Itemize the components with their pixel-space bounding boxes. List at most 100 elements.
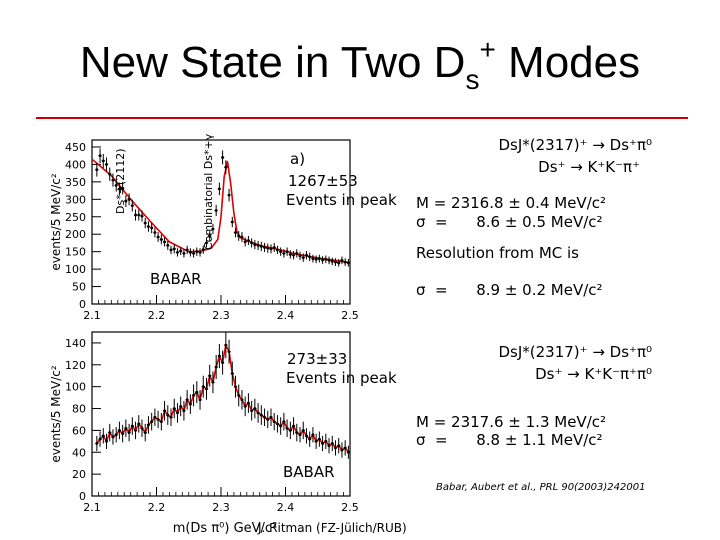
y-tick-label: 100: [65, 381, 86, 394]
data-marker: [234, 385, 237, 389]
data-point: [256, 240, 260, 250]
slide-title: New State in Two Ds+ Modes: [0, 34, 720, 95]
data-point: [175, 248, 180, 257]
data-point: [337, 258, 341, 267]
data-marker: [243, 240, 247, 244]
data-point: [166, 405, 170, 425]
data-point: [320, 256, 325, 264]
data-marker: [182, 252, 186, 255]
data-marker: [166, 413, 170, 417]
data-point: [201, 375, 205, 398]
data-point: [124, 419, 128, 437]
data-marker: [137, 422, 141, 426]
data-marker: [250, 241, 254, 245]
data-point: [343, 440, 347, 456]
plot-top: 2.1 2.2 2.3 2.4 2.5 0 50 100 150 200 250 300 350 400 4…: [49, 139, 359, 322]
x-tick-label: 2.2: [148, 501, 166, 514]
data-point: [233, 375, 238, 398]
data-marker: [282, 252, 286, 255]
data-point: [150, 222, 154, 234]
data-marker: [118, 429, 121, 432]
data-point: [117, 421, 122, 440]
data-marker: [195, 390, 199, 394]
data-marker: [201, 248, 205, 251]
data-point: [243, 396, 247, 417]
data-marker: [108, 431, 112, 434]
data-marker: [279, 424, 283, 428]
y-tick-label: 0: [79, 298, 86, 311]
panel-bottom-yield: 273±33: [287, 350, 348, 368]
y-axis-label: events/5 MeV/c²: [49, 365, 63, 463]
data-marker: [159, 238, 163, 241]
data-marker: [195, 250, 199, 254]
data-marker: [324, 439, 328, 443]
data-point: [208, 364, 212, 387]
y-tick-label: 100: [65, 263, 86, 276]
y-tick-label: 400: [65, 158, 86, 171]
data-marker: [208, 374, 212, 378]
data-point: [230, 216, 234, 228]
data-marker: [124, 426, 128, 430]
panel-top-reaction-2: Ds⁺ → K⁺K⁻π⁺: [538, 158, 640, 176]
data-marker: [259, 245, 263, 248]
data-marker: [214, 365, 218, 369]
data-point: [211, 223, 215, 235]
resolution-value: σ = 8.9 ± 0.2 MeV/c²: [416, 281, 603, 299]
data-marker: [317, 257, 321, 261]
data-point: [188, 394, 192, 414]
data-point: [221, 350, 225, 375]
y-tick-label: 200: [65, 228, 86, 241]
data-marker: [256, 243, 260, 247]
y-tick-label: 450: [65, 141, 86, 154]
data-marker: [185, 248, 189, 252]
data-marker: [266, 418, 270, 421]
data-point: [337, 438, 341, 454]
data-marker: [159, 420, 163, 424]
data-point: [159, 234, 163, 245]
data-point: [179, 396, 183, 417]
data-point: [224, 160, 228, 175]
data-point: [317, 254, 321, 263]
data-point: [195, 381, 199, 404]
data-marker: [276, 248, 279, 252]
data-marker: [217, 354, 221, 358]
data-marker: [298, 254, 302, 258]
data-marker: [140, 426, 144, 430]
data-marker: [127, 431, 131, 434]
data-point: [108, 423, 112, 442]
data-point: [308, 431, 312, 447]
data-point: [137, 209, 141, 221]
data-marker: [111, 178, 115, 182]
data-marker: [311, 257, 315, 261]
data-point: [104, 157, 109, 172]
data-marker: [263, 415, 266, 419]
data-marker: [217, 187, 221, 191]
data-point: [224, 332, 228, 359]
data-point: [133, 209, 138, 221]
data-point: [101, 428, 105, 444]
data-marker: [179, 249, 183, 253]
data-point: [259, 241, 263, 251]
title-end: Modes: [495, 38, 641, 87]
data-marker: [340, 258, 344, 262]
data-marker: [295, 431, 299, 434]
data-point: [191, 384, 196, 407]
data-marker: [208, 234, 212, 238]
data-point: [130, 199, 134, 212]
y-tick-label: 350: [65, 176, 86, 189]
data-marker: [314, 439, 318, 443]
data-point: [217, 344, 221, 369]
data-marker: [285, 426, 289, 430]
data-marker: [259, 413, 263, 417]
data-marker: [227, 193, 231, 197]
data-point: [201, 245, 205, 254]
data-point: [156, 232, 160, 242]
data-point: [240, 232, 244, 242]
title-underline: [36, 117, 688, 119]
annotation-ds-star: Ds*+(2112): [114, 148, 127, 215]
data-point: [143, 423, 147, 442]
data-marker: [266, 246, 270, 250]
panel-bottom-watermark: BABAR: [283, 463, 335, 481]
data-point: [266, 243, 270, 253]
data-marker: [330, 260, 334, 263]
